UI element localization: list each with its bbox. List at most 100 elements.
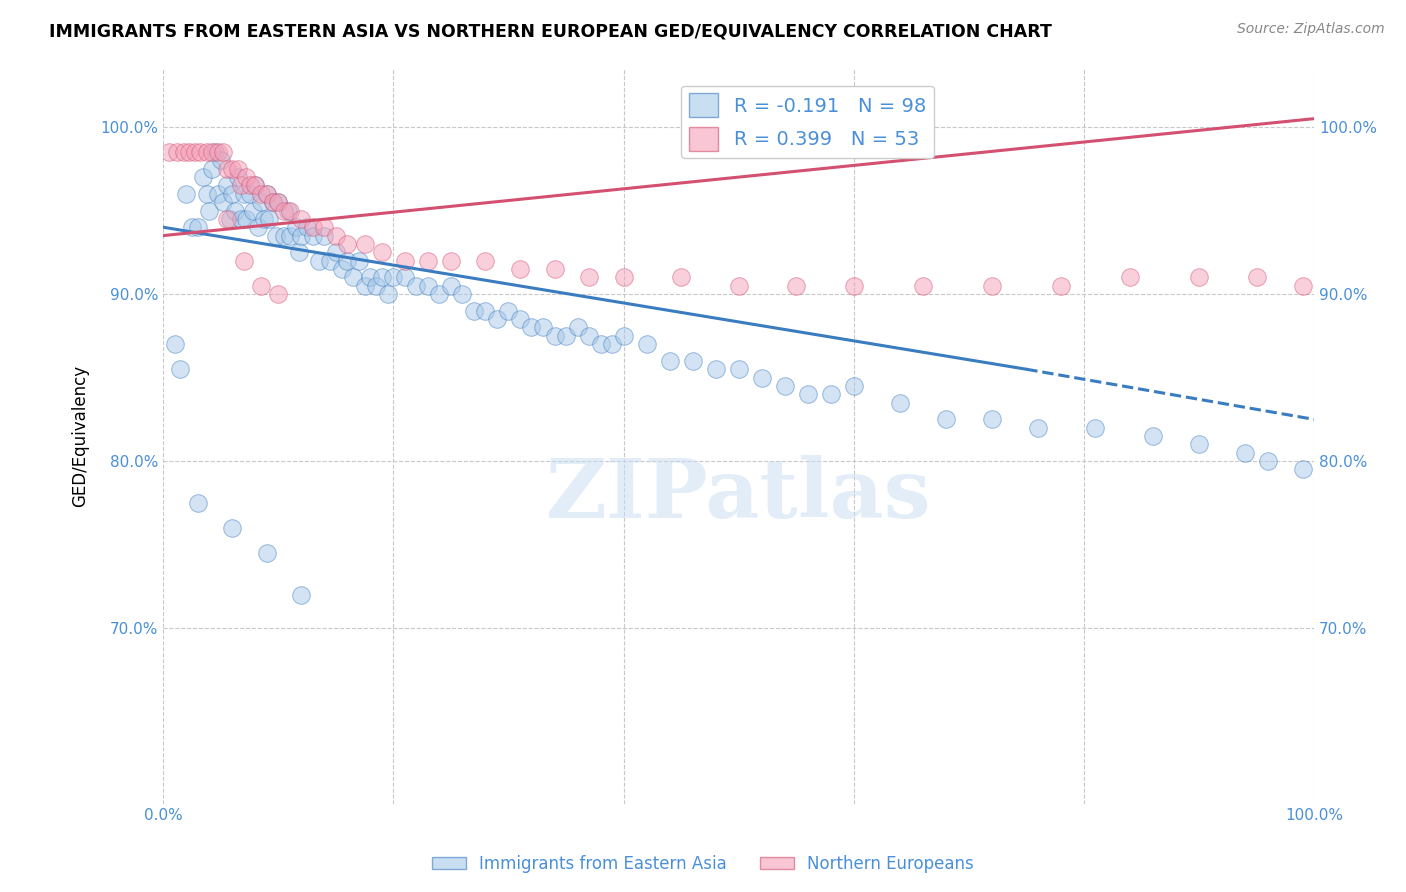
Point xyxy=(682,354,704,368)
Point xyxy=(980,412,1002,426)
Point xyxy=(366,278,388,293)
Point xyxy=(1291,278,1313,293)
Text: Source: ZipAtlas.com: Source: ZipAtlas.com xyxy=(1237,22,1385,37)
Point xyxy=(215,211,238,226)
Point xyxy=(773,379,796,393)
Point xyxy=(226,170,249,185)
Point xyxy=(198,203,221,218)
Point xyxy=(288,245,311,260)
Point xyxy=(253,211,276,226)
Point xyxy=(498,303,520,318)
Point xyxy=(250,186,273,201)
Point xyxy=(336,253,359,268)
Point xyxy=(1188,270,1211,285)
Point xyxy=(181,220,204,235)
Point xyxy=(394,270,416,285)
Point xyxy=(1084,421,1107,435)
Point xyxy=(231,211,253,226)
Point xyxy=(278,228,301,243)
Point xyxy=(250,195,273,210)
Point xyxy=(359,270,381,285)
Point xyxy=(463,303,485,318)
Point xyxy=(371,245,394,260)
Point xyxy=(935,412,957,426)
Point xyxy=(377,287,399,301)
Point xyxy=(238,186,260,201)
Point xyxy=(980,278,1002,293)
Point xyxy=(177,145,200,159)
Point xyxy=(267,195,290,210)
Point xyxy=(169,362,191,376)
Point xyxy=(567,320,589,334)
Point xyxy=(235,170,257,185)
Point xyxy=(820,387,842,401)
Point xyxy=(353,236,375,251)
Point xyxy=(342,270,364,285)
Point xyxy=(212,195,235,210)
Point xyxy=(295,220,318,235)
Point xyxy=(889,395,911,409)
Point xyxy=(284,220,307,235)
Point xyxy=(250,278,273,293)
Point xyxy=(751,370,773,384)
Point xyxy=(911,278,934,293)
Point xyxy=(226,161,249,176)
Point xyxy=(235,211,257,226)
Point xyxy=(704,362,727,376)
Point xyxy=(509,262,531,277)
Y-axis label: GED/Equivalency: GED/Equivalency xyxy=(72,365,89,508)
Point xyxy=(669,270,692,285)
Point xyxy=(187,496,209,510)
Point xyxy=(429,287,451,301)
Point xyxy=(264,228,287,243)
Point xyxy=(256,186,278,201)
Point xyxy=(231,178,253,193)
Point xyxy=(262,195,284,210)
Point xyxy=(157,145,180,159)
Legend: Immigrants from Eastern Asia, Northern Europeans: Immigrants from Eastern Asia, Northern E… xyxy=(426,848,980,880)
Legend: R = -0.191   N = 98, R = 0.399   N = 53: R = -0.191 N = 98, R = 0.399 N = 53 xyxy=(682,86,934,158)
Point xyxy=(188,145,211,159)
Point xyxy=(405,278,427,293)
Point xyxy=(290,211,312,226)
Point xyxy=(371,270,394,285)
Point xyxy=(262,195,284,210)
Point xyxy=(520,320,543,334)
Point xyxy=(474,253,496,268)
Point xyxy=(578,328,600,343)
Point xyxy=(842,379,865,393)
Point xyxy=(224,203,246,218)
Point xyxy=(221,161,243,176)
Point xyxy=(325,245,347,260)
Point xyxy=(276,203,298,218)
Point xyxy=(353,278,375,293)
Point xyxy=(278,203,301,218)
Point xyxy=(245,178,267,193)
Text: IMMIGRANTS FROM EASTERN ASIA VS NORTHERN EUROPEAN GED/EQUIVALENCY CORRELATION CH: IMMIGRANTS FROM EASTERN ASIA VS NORTHERN… xyxy=(49,22,1052,40)
Point xyxy=(290,588,312,602)
Point xyxy=(256,546,278,560)
Point xyxy=(267,287,290,301)
Text: ZIPatlas: ZIPatlas xyxy=(546,455,931,535)
Point xyxy=(727,362,749,376)
Point xyxy=(193,170,215,185)
Point xyxy=(785,278,807,293)
Point xyxy=(330,262,353,277)
Point xyxy=(1188,437,1211,451)
Point xyxy=(440,253,463,268)
Point xyxy=(1026,421,1049,435)
Point xyxy=(301,220,323,235)
Point xyxy=(232,186,254,201)
Point xyxy=(314,220,336,235)
Point xyxy=(796,387,818,401)
Point xyxy=(612,328,634,343)
Point xyxy=(212,145,235,159)
Point xyxy=(543,262,565,277)
Point xyxy=(600,337,623,351)
Point xyxy=(219,211,242,226)
Point xyxy=(485,312,508,326)
Point xyxy=(187,220,209,235)
Point xyxy=(173,145,195,159)
Point xyxy=(200,145,222,159)
Point xyxy=(531,320,554,334)
